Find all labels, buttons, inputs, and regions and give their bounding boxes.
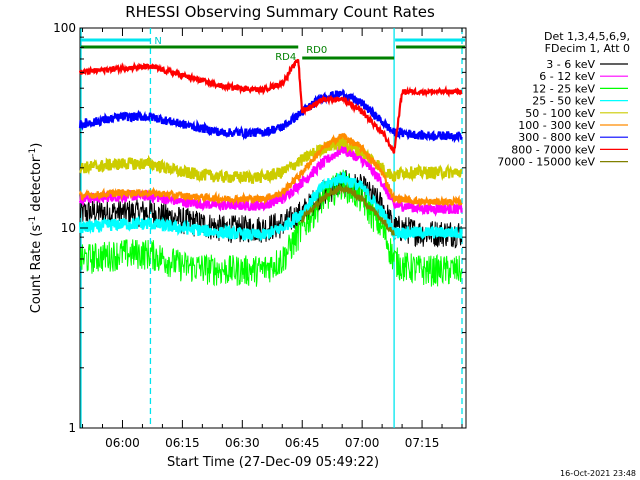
legend-label: 3 - 6 keV	[546, 58, 595, 71]
series-7000-15000kev	[301, 183, 395, 236]
x-tick-label: 06:45	[285, 436, 320, 450]
y-tick-label: 1	[68, 421, 76, 435]
legend-label: 25 - 50 keV	[532, 95, 595, 108]
y-axis-label-end: )	[29, 143, 44, 148]
x-tick-label: 06:00	[105, 436, 140, 450]
y-axis-label-mid: detector	[29, 156, 44, 216]
legend-label: 300 - 800 keV	[518, 131, 595, 144]
y-axis-label-sup1: -1	[28, 216, 38, 225]
legend-header-1: Det 1,3,4,5,6,9,	[544, 30, 630, 43]
series-line	[78, 171, 463, 242]
x-tick-label: 06:30	[225, 436, 260, 450]
series-line	[78, 88, 463, 144]
series-line	[79, 134, 463, 185]
series-line	[78, 132, 463, 208]
y-axis-label-sup2: -1	[28, 148, 38, 157]
series-layer	[78, 58, 463, 287]
series-6-12kev	[78, 144, 463, 217]
rd0-label: RD0	[306, 45, 327, 56]
y-axis-label: Count Rate (s-1 detector-1)	[28, 143, 44, 314]
series-50-100kev	[79, 134, 463, 185]
y-tick-label: 10	[61, 221, 76, 235]
series-12-25kev	[79, 169, 463, 287]
legend-header-2: FDecim 1, Att 0	[545, 42, 630, 55]
series-line	[79, 170, 463, 249]
legend-label: 50 - 100 keV	[525, 107, 595, 120]
series-line	[78, 144, 463, 217]
y-axis-label-main: Count Rate (s	[29, 225, 44, 314]
series-300-800kev	[78, 88, 463, 144]
timestamp: 16-Oct-2021 23:48	[560, 469, 636, 478]
x-tick-label: 06:15	[165, 436, 200, 450]
series-line	[301, 183, 395, 236]
series-100-300kev	[78, 132, 463, 208]
y-tick-label: 100	[53, 21, 76, 35]
night-label: N	[154, 36, 161, 47]
legend-label: 800 - 7000 keV	[511, 143, 595, 156]
x-axis-label: Start Time (27-Dec-09 05:49:22)	[167, 455, 379, 470]
x-tick-label: 07:00	[345, 436, 380, 450]
series-25-50kev	[78, 171, 463, 242]
series-line	[78, 58, 463, 154]
legend-label: 6 - 12 keV	[539, 70, 595, 83]
series-line	[79, 169, 463, 287]
legend-label: 100 - 300 keV	[518, 119, 595, 132]
series-800-7000kev	[78, 58, 463, 154]
legend-label: 7000 - 15000 keV	[497, 156, 595, 169]
annotations-layer: N RD4 RD0	[80, 28, 465, 428]
axes-layer: 1 10 100 06:00 06:15 06:30 06:45 07:00 07:15	[53, 21, 466, 450]
x-tick-label: 07:15	[405, 436, 440, 450]
chart-title: RHESSI Observing Summary Count Rates	[125, 3, 435, 21]
rd4-label: RD4	[275, 52, 296, 63]
legend-label: 12 - 25 keV	[532, 82, 595, 95]
series-3-6kev	[79, 170, 463, 249]
